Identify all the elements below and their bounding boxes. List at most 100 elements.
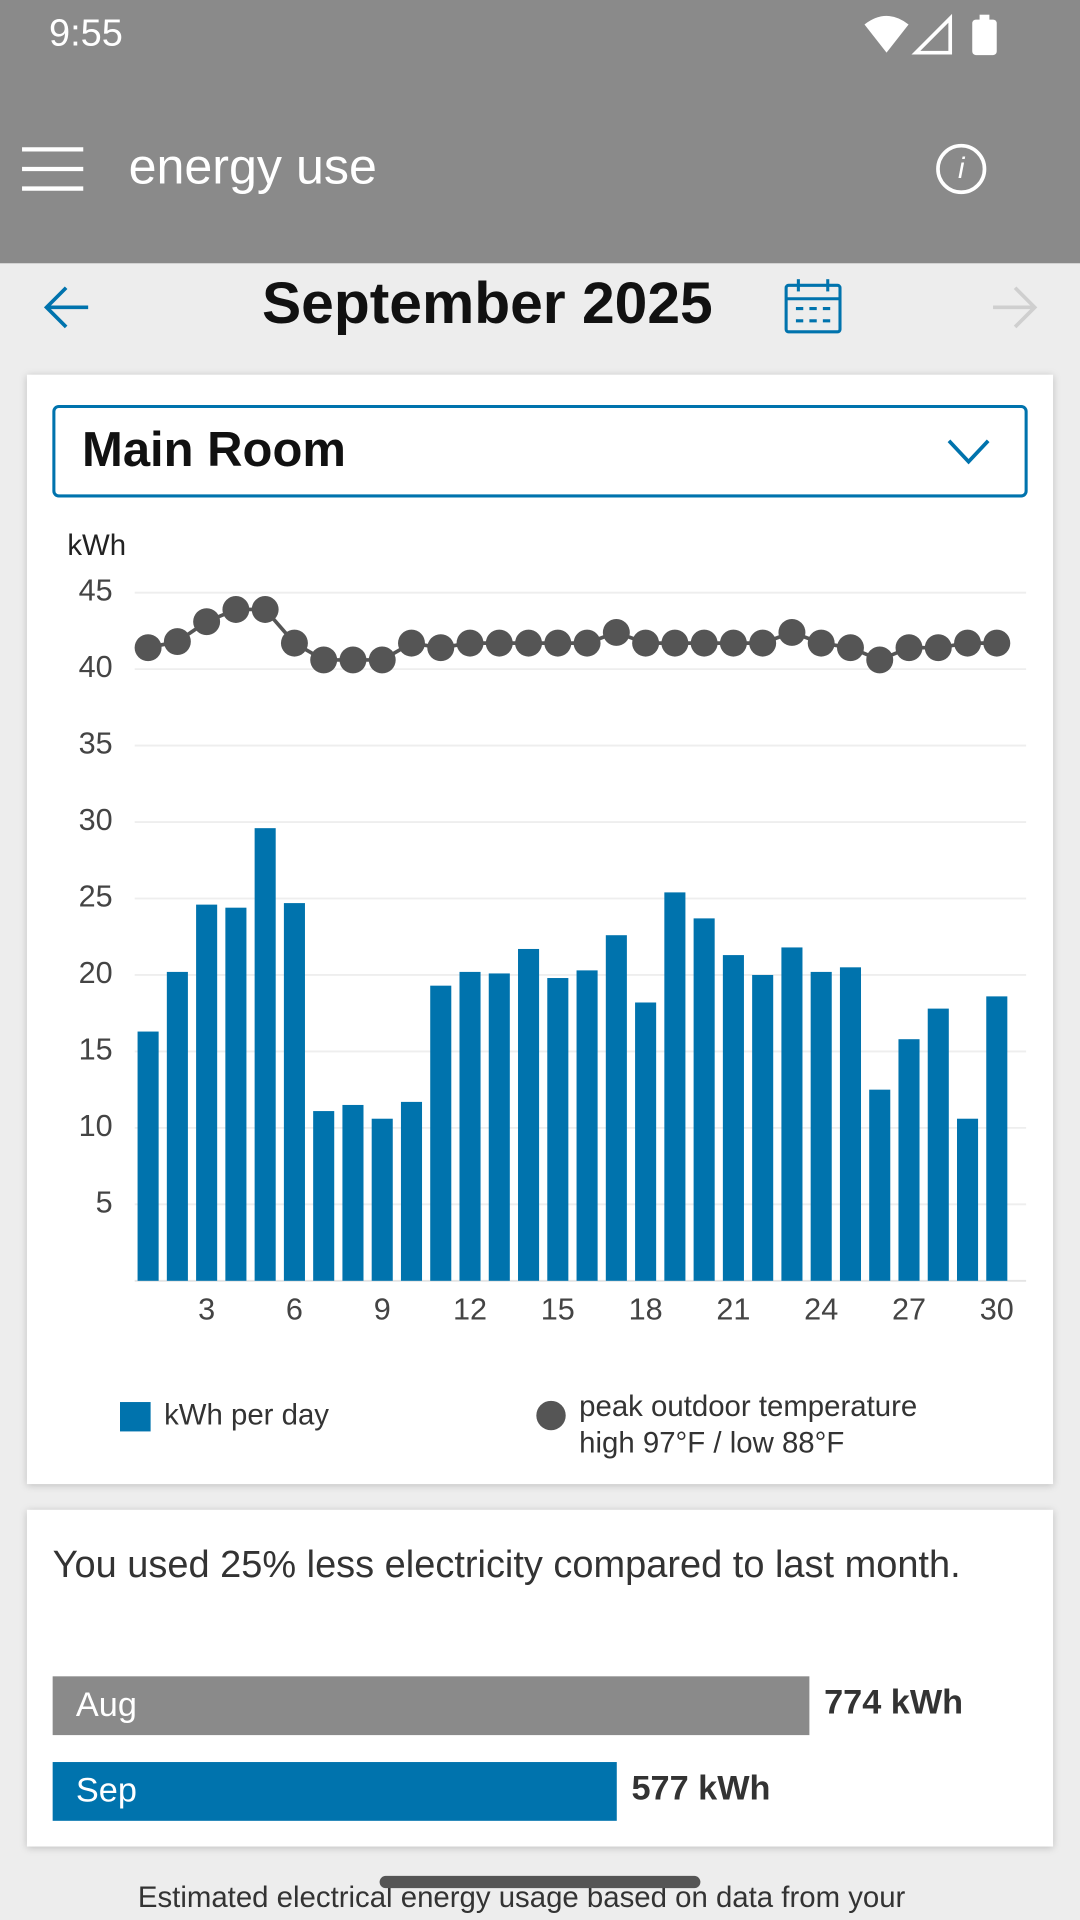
x-tick-label: 21 bbox=[716, 1293, 750, 1327]
bar bbox=[927, 1008, 949, 1281]
y-tick-label: 25 bbox=[79, 880, 113, 914]
bar bbox=[137, 1031, 159, 1281]
prev-month[interactable] bbox=[43, 286, 89, 329]
x-tick-label: 3 bbox=[198, 1293, 215, 1327]
point bbox=[866, 646, 894, 674]
x-tick-label: 9 bbox=[374, 1293, 391, 1327]
bar bbox=[635, 1002, 657, 1281]
point bbox=[983, 629, 1011, 657]
legend-swatch bbox=[120, 1402, 151, 1432]
y-tick-label: 20 bbox=[79, 956, 113, 990]
x-tick-label: 6 bbox=[286, 1293, 303, 1327]
bar bbox=[547, 978, 569, 1281]
bar bbox=[810, 971, 832, 1281]
point bbox=[310, 646, 338, 674]
legend: kWh per day peak outdoor temperature hig… bbox=[120, 1390, 917, 1460]
point bbox=[837, 634, 864, 662]
point bbox=[778, 618, 806, 646]
app-bar-bg bbox=[0, 0, 1080, 264]
comparison-text-box: You used 25% less electricity compared t… bbox=[52, 1542, 961, 1586]
info-button[interactable]: i bbox=[936, 143, 987, 195]
point bbox=[485, 629, 513, 657]
bar bbox=[986, 996, 1008, 1281]
bar bbox=[283, 903, 305, 1281]
bar bbox=[400, 1101, 423, 1281]
bar bbox=[664, 892, 686, 1281]
calendar-button[interactable] bbox=[784, 279, 842, 334]
bar bbox=[371, 1118, 393, 1281]
bar bbox=[166, 971, 188, 1281]
point bbox=[515, 629, 543, 657]
point bbox=[456, 629, 484, 657]
x-tick-label: 30 bbox=[980, 1293, 1014, 1327]
x-tick-label: 15 bbox=[541, 1293, 575, 1327]
bar bbox=[254, 828, 276, 1281]
y-tick-label: 35 bbox=[79, 727, 113, 761]
bar bbox=[693, 918, 715, 1281]
bar bbox=[781, 947, 803, 1281]
legend-note: high 97°F / low 88°F bbox=[579, 1427, 844, 1460]
point bbox=[895, 634, 923, 662]
point bbox=[924, 634, 952, 662]
bar bbox=[576, 970, 598, 1281]
y-axis-label: kWh bbox=[67, 529, 126, 562]
point bbox=[251, 596, 279, 623]
legend-label: kWh per day bbox=[164, 1399, 329, 1432]
month-title: September 2025 bbox=[262, 271, 713, 336]
legend-swatch bbox=[536, 1400, 566, 1431]
app-title: energy use bbox=[129, 138, 377, 194]
plot: 5 10 15 20 25 30 35 40 45 3 6 9 12 15 18 21 24 27 30 bbox=[79, 574, 1027, 1327]
next-month[interactable] bbox=[993, 286, 1038, 329]
point bbox=[163, 628, 191, 656]
bar bbox=[869, 1089, 891, 1281]
point bbox=[134, 634, 162, 662]
point bbox=[398, 629, 425, 657]
y-tick-label: 5 bbox=[96, 1185, 113, 1219]
bar bbox=[196, 904, 218, 1281]
bar bbox=[488, 973, 510, 1281]
comparison-text: You used 25% less electricity compared t… bbox=[52, 1542, 961, 1586]
dropdown-value: Main Room bbox=[82, 423, 346, 477]
menu-button[interactable] bbox=[22, 147, 84, 191]
x-tick-label: 12 bbox=[453, 1293, 487, 1327]
point bbox=[954, 629, 981, 657]
point bbox=[661, 629, 689, 657]
comparison-bar bbox=[52, 1762, 617, 1821]
bar bbox=[459, 971, 481, 1281]
room-dropdown[interactable]: Main Room bbox=[52, 405, 1028, 498]
x-tick-label: 24 bbox=[804, 1293, 838, 1327]
bar bbox=[313, 1111, 335, 1281]
status-icons bbox=[864, 13, 997, 56]
y-tick-label: 40 bbox=[79, 650, 113, 684]
bar bbox=[898, 1039, 920, 1281]
point bbox=[690, 629, 718, 657]
bar bbox=[956, 1118, 979, 1281]
bar bbox=[342, 1104, 364, 1281]
point bbox=[427, 634, 455, 662]
point bbox=[749, 629, 777, 657]
comparison-bars: Aug 774 kWh Sep 577 kWh bbox=[52, 1676, 963, 1821]
y-tick-label: 45 bbox=[79, 574, 113, 608]
comparison-value: 577 kWh bbox=[631, 1769, 770, 1807]
y-tick-label: 15 bbox=[79, 1033, 113, 1067]
bar bbox=[752, 974, 774, 1281]
svg-text:i: i bbox=[958, 152, 966, 185]
bar bbox=[722, 955, 744, 1281]
bar bbox=[225, 907, 247, 1281]
comparison-category: Aug bbox=[76, 1686, 137, 1724]
point bbox=[339, 646, 367, 674]
bar bbox=[839, 967, 862, 1281]
bar bbox=[605, 935, 627, 1281]
point bbox=[632, 629, 660, 657]
point bbox=[544, 629, 572, 657]
y-tick-label: 10 bbox=[79, 1109, 113, 1143]
legend-label: peak outdoor temperature bbox=[579, 1390, 917, 1423]
point bbox=[368, 646, 396, 674]
point bbox=[807, 629, 835, 657]
x-tick-label: 18 bbox=[629, 1293, 663, 1327]
bar bbox=[518, 948, 540, 1281]
status-time: 9:55 bbox=[49, 13, 123, 55]
point bbox=[222, 596, 250, 623]
